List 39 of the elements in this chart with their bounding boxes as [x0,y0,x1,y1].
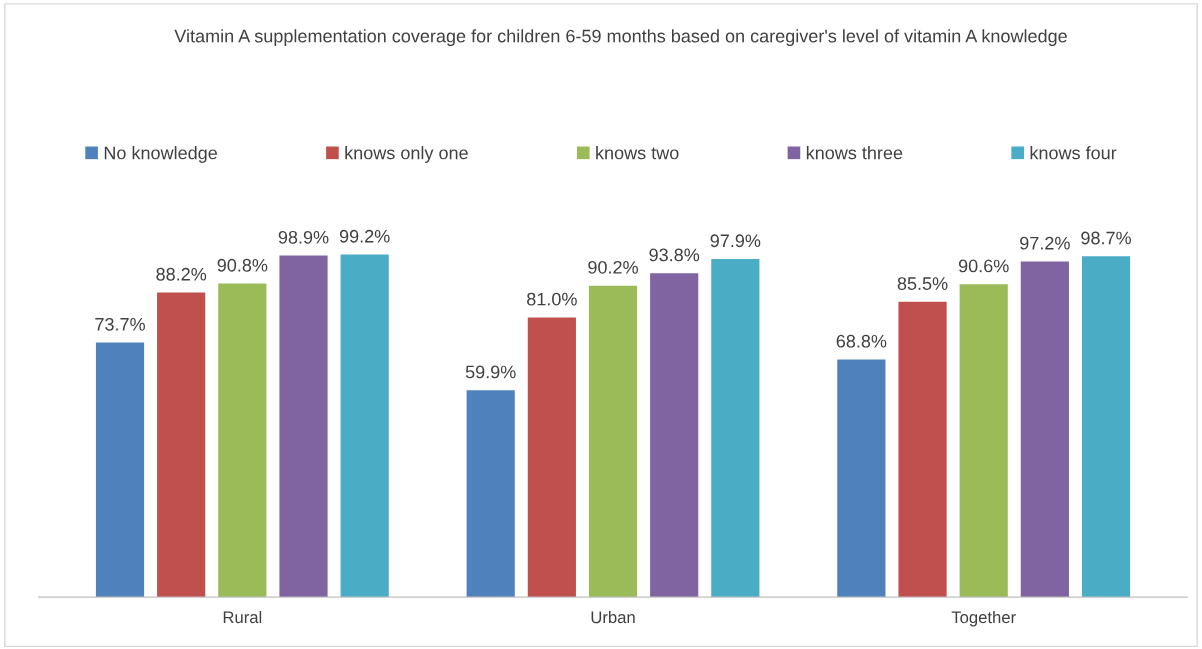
bar [1081,256,1131,598]
bar [340,254,389,598]
bar [711,259,760,598]
bar [466,390,515,598]
bar [650,273,699,598]
data-label: 73.7% [95,317,145,331]
legend-label: No knowledge [104,146,217,163]
bar [95,342,145,598]
bar [588,285,638,598]
data-label: 97.2% [1020,236,1070,250]
x-tick-label: Together [951,610,1016,627]
data-label: 88.2% [156,267,207,281]
data-label: 90.8% [217,258,268,272]
x-tick-label: Urban [591,610,635,624]
data-label: 90.6% [958,259,1009,273]
bar [527,317,576,598]
data-label: 59.9% [465,365,516,379]
bar [218,283,267,598]
bar [959,284,1008,598]
legend-label: knows only one [345,146,468,163]
data-label: 98.9% [278,230,329,244]
data-label: 68.8% [836,334,887,348]
legend-label: knows four [1030,146,1117,160]
bar [1020,261,1069,598]
data-label: 99.2% [339,229,390,243]
data-label: 85.5% [897,277,948,290]
chart-title: Vitamin A supplementation coverage for children 6-59 months based on caregiver's level of vitamin A knowledge [174,29,1067,47]
x-tick-label: Rural [223,610,262,624]
data-label: 98.7% [1081,231,1131,245]
data-label: 97.9% [710,234,761,248]
bar [898,301,947,598]
legend-label: knows three [806,146,903,160]
bar [157,292,206,598]
legend-label: knows two [596,146,679,160]
bar [837,359,886,598]
bar [279,255,328,598]
data-label: 81.0% [527,292,577,306]
data-label: 93.8% [649,248,700,262]
data-label: 90.2% [588,260,638,274]
